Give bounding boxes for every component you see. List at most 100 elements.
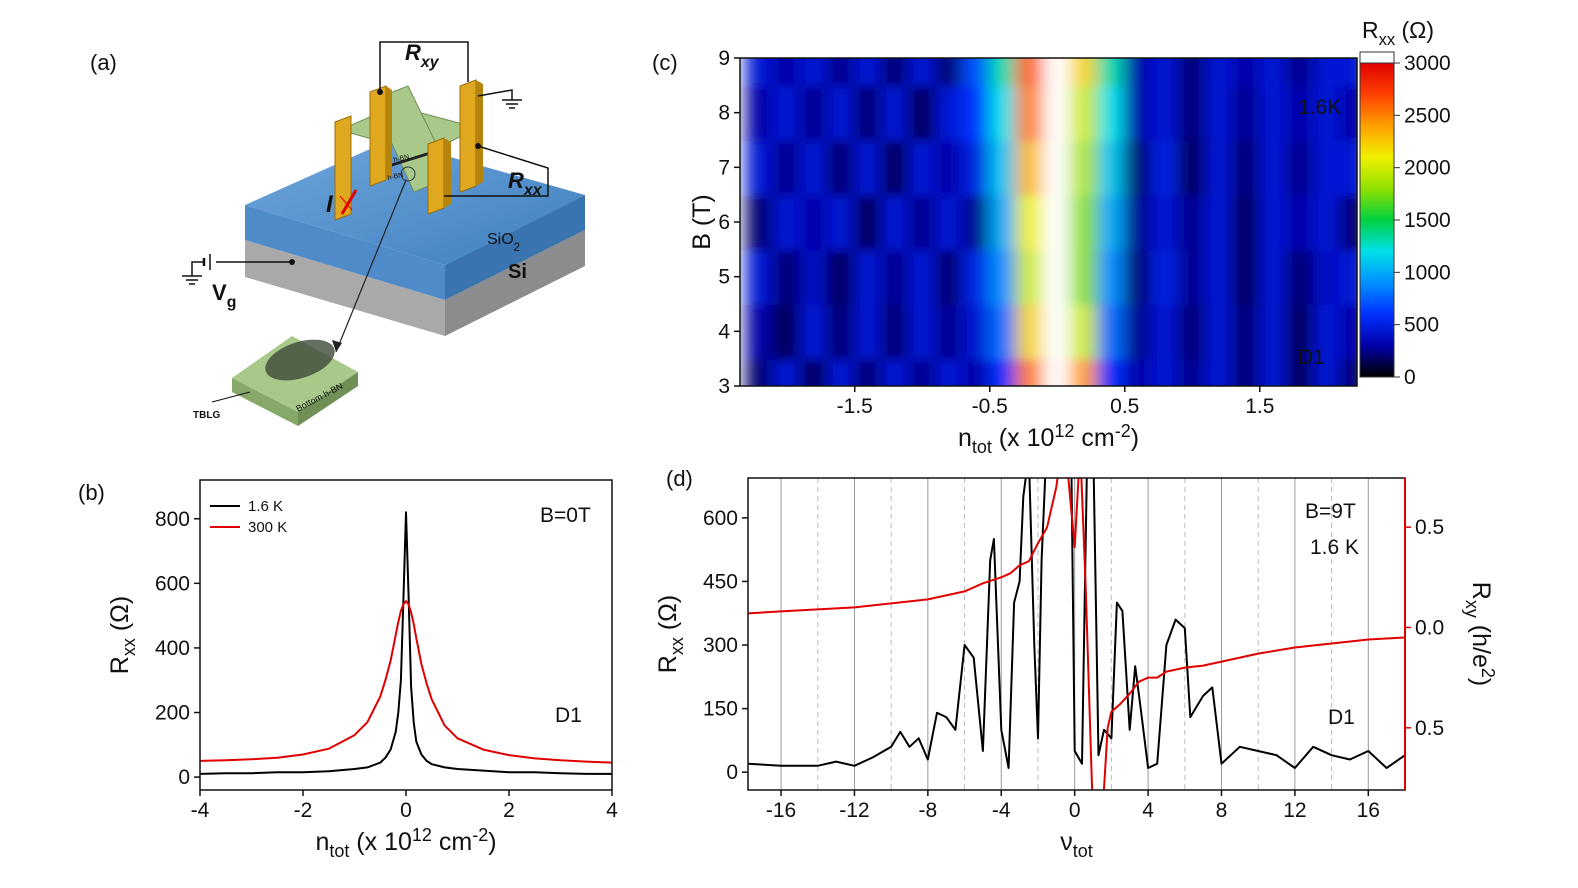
x-tick-label: 0: [400, 799, 412, 822]
y-tick-label: 800: [155, 508, 190, 531]
heat-cell: [799, 248, 829, 305]
sio2-top: [245, 140, 585, 265]
tblg-pointer: [211, 391, 251, 403]
x-tick-label: -16: [766, 799, 796, 822]
diagram-label: Si: [508, 261, 527, 283]
heat-cell: [772, 58, 802, 87]
heat-cell: [826, 139, 856, 196]
text-part: xy: [1462, 600, 1482, 618]
contact: [369, 85, 387, 187]
x-axis-label: νtot: [1060, 828, 1093, 861]
text-part: tot: [972, 437, 992, 457]
heat-cell: [1150, 248, 1180, 305]
contact: [459, 79, 477, 193]
heat-cell: [1042, 357, 1072, 386]
x-tick-label: 12: [1283, 799, 1306, 822]
sio2-side: [445, 195, 585, 300]
heat-cell: [745, 84, 775, 141]
plot-area: [748, 478, 1405, 790]
heat-cell: [745, 248, 775, 305]
heat-cell: [1177, 248, 1207, 305]
text-part: -2: [472, 825, 488, 845]
text-part: (x 10: [992, 424, 1055, 452]
cbar-tick-label: 500: [1404, 314, 1439, 337]
heat-cell: [961, 84, 991, 141]
heat-cell: [799, 303, 829, 360]
y-tick-label: 300: [703, 634, 738, 657]
heat-cell: [745, 139, 775, 196]
contact: [476, 80, 483, 186]
heat-cell: [745, 357, 775, 386]
wire: [477, 89, 513, 100]
heat-cell: [1015, 248, 1045, 305]
heat-cell: [1204, 139, 1234, 196]
heat-cell: [880, 248, 910, 305]
heat-cell: [1312, 357, 1342, 386]
heat-cell: [988, 248, 1018, 305]
diagram-label: I: [326, 191, 334, 218]
si-front: [245, 240, 445, 336]
heat-cell: [1177, 193, 1207, 251]
heat-cell: [1339, 303, 1357, 360]
device-diagram: [182, 41, 585, 426]
heat-cell: [934, 193, 964, 251]
heat-cell: [1177, 58, 1207, 87]
heat-cell: [907, 357, 937, 386]
series-line: [200, 600, 612, 764]
heat-cell: [1204, 248, 1234, 305]
x-tick-label: -1.5: [837, 395, 873, 418]
heat-cell: [853, 357, 883, 386]
heat-cell: [1258, 357, 1288, 386]
heat-cell: [907, 58, 937, 87]
contact: [386, 86, 392, 180]
heat-cell: [880, 357, 910, 386]
inset-side: [232, 378, 298, 426]
heat-cell: [1339, 357, 1357, 386]
heat-cell: [1258, 303, 1288, 360]
heat-cell: [1231, 58, 1261, 87]
y2-tick-label: 0.0: [1415, 616, 1444, 639]
heat-cell: [934, 58, 964, 87]
annotation: D1: [555, 704, 582, 727]
heat-cell: [934, 303, 964, 360]
heat-cell: [1150, 303, 1180, 360]
heat-cell: [961, 58, 991, 87]
heat-cell: [1042, 58, 1072, 87]
heat-cell: [1312, 248, 1342, 305]
panel-label: (b): [78, 480, 105, 505]
heat-cell: [1177, 303, 1207, 360]
y2-tick-label: 0.5: [1415, 516, 1444, 539]
heat-cell: [1123, 357, 1153, 386]
text-part: n: [958, 424, 972, 452]
heat-cell: [1150, 58, 1180, 87]
series-line: [200, 511, 612, 775]
wire: [444, 145, 549, 197]
sio2-front: [245, 205, 445, 300]
y-tick-label: 200: [155, 702, 190, 725]
y-tick-label: 0: [726, 761, 738, 784]
heat-cell: [1123, 139, 1153, 196]
heat-cell: [1069, 139, 1099, 196]
x-tick-label: 8: [1216, 799, 1228, 822]
heat-cell: [1042, 193, 1072, 251]
y-tick-label: 7: [718, 156, 730, 179]
heat-cell: [1015, 84, 1045, 141]
cbar-tick-label: 2000: [1404, 157, 1451, 180]
x-tick-label: -8: [919, 799, 938, 822]
text-part: g: [227, 294, 237, 311]
y2-axis-label: Rxy (h/e2): [1462, 582, 1498, 686]
annotation: D1: [1328, 706, 1355, 729]
y-tick-label: 5: [718, 266, 730, 289]
cbar-tick-label: 3000: [1404, 52, 1451, 75]
heat-cell: [934, 139, 964, 196]
heat-cell: [1177, 139, 1207, 196]
heat-cell: [988, 58, 1018, 87]
heat-cell: [1096, 357, 1126, 386]
text-part: R: [1362, 17, 1379, 43]
text-part: xy: [420, 54, 440, 71]
heat-cell: [826, 58, 856, 87]
text-part: ): [1467, 678, 1495, 686]
heat-cell: [853, 139, 883, 196]
heat-cell: [772, 193, 802, 251]
heat-cell: [1015, 303, 1045, 360]
